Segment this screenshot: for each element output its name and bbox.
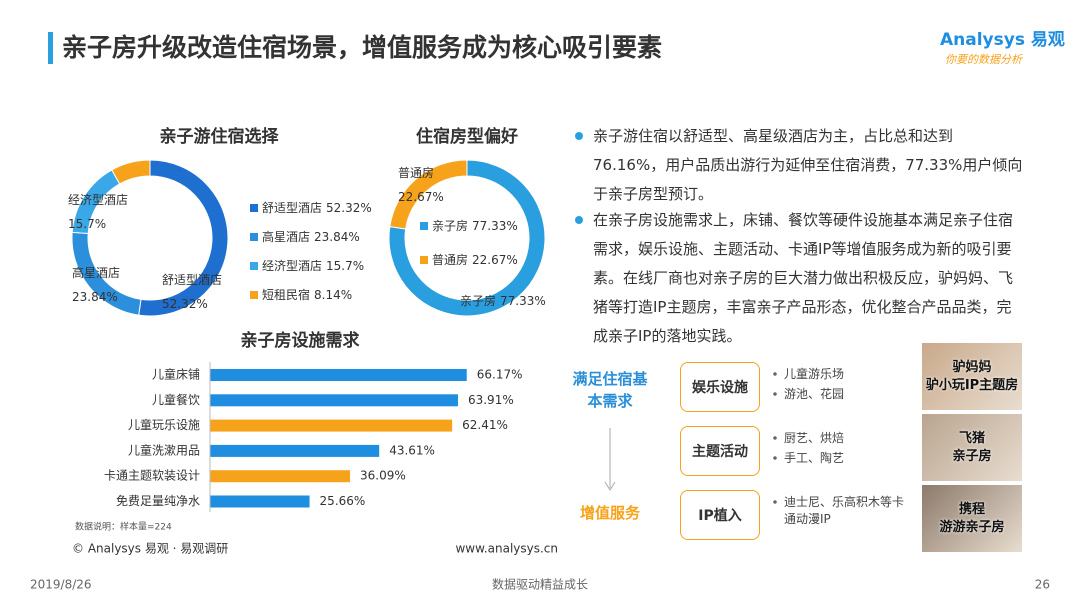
donut-slice <box>389 159 468 230</box>
title-accent <box>48 32 53 64</box>
diagram-item: 迪士尼、乐高积木等卡通动漫IP <box>772 494 904 528</box>
diagram-item: 手工、陶艺 <box>772 450 904 467</box>
diagram-item: 厨艺、烘焙 <box>772 430 904 447</box>
value-label: 43.61% <box>389 443 435 457</box>
y-tick-label: 儿童玩乐设施 <box>128 417 200 432</box>
y-tick-label: 儿童餐饮 <box>152 392 200 407</box>
legend-label: 经济型酒店 <box>262 258 322 273</box>
footer-date: 2019/8/26 <box>30 578 92 592</box>
label-value: 15.7% <box>68 217 106 231</box>
legend-label: 短租民宿 <box>262 287 310 302</box>
bullet: 亲子游住宿以舒适型、高星级酒店为主，占比总和达到76.16%，用户品质出游行为延… <box>575 122 1023 209</box>
legend-entry: 高星酒店 23.84% <box>262 229 360 244</box>
legend-entry: 舒适型酒店 52.32% <box>262 201 372 215</box>
photo-card: 携程 游游亲子房 <box>922 485 1022 552</box>
diagram-label: 满足住宿基本需求 <box>572 370 648 410</box>
photo-card: 飞猪 亲子房 <box>922 414 1022 481</box>
legend-label: 高星酒店 <box>262 229 310 244</box>
legend-label: 亲子房 <box>432 218 468 233</box>
legend-entry: 亲子房 77.33% <box>432 218 518 233</box>
legend-entry: 短租民宿 8.14% <box>262 287 352 302</box>
legend-entry: 普通房 22.67% <box>432 252 518 267</box>
diagram-item: 儿童游乐场 <box>772 366 904 383</box>
slide-title: 亲子房升级改造住宿场景，增值服务成为核心吸引要素 <box>62 33 662 62</box>
donut-label: 亲子房 77.33% <box>460 293 546 308</box>
card-caption: 游游亲子房 <box>939 519 1005 535</box>
diagram-box: IP植入 <box>680 490 760 540</box>
card-brand: 驴妈妈 <box>952 359 992 375</box>
diagram-label: 增值服务 <box>579 504 640 522</box>
legend-value: 77.33% <box>472 219 518 233</box>
label-value: 52.32% <box>162 297 208 311</box>
legend-value: 8.14% <box>314 288 352 302</box>
y-tick-label: 儿童洗漱用品 <box>128 442 200 457</box>
url: www.analysys.cn <box>455 542 558 556</box>
label-category: 普通房 <box>398 165 434 180</box>
legend-value: 22.67% <box>472 253 518 267</box>
chart-title: 亲子游住宿选择 <box>160 126 280 147</box>
source: © Analysys 易观 · 易观调研 <box>72 542 228 556</box>
page-number: 26 <box>1035 578 1050 592</box>
legend-swatch <box>250 233 258 241</box>
legend-swatch <box>420 256 428 264</box>
legend-swatch <box>250 291 258 299</box>
y-tick-label: 卡通主题软装设计 <box>104 469 200 483</box>
diagram-box: 主题活动 <box>680 426 760 476</box>
sample-note: 数据说明：样本量=224 <box>75 521 172 533</box>
card-caption: 亲子房 <box>952 448 992 464</box>
logo-slogan: 你要的数据分析 <box>945 53 1024 66</box>
donut-slice <box>111 159 151 185</box>
chart-title: 住宿房型偏好 <box>416 126 518 147</box>
chart-title: 亲子房设施需求 <box>241 330 360 351</box>
bar <box>210 470 351 483</box>
logo: Analysys 易观 <box>940 30 1065 50</box>
donut-label: 高星酒店 23.84% <box>72 265 120 304</box>
card-caption: 驴小玩IP主题房 <box>925 377 1019 393</box>
legend-value: 15.7% <box>326 259 364 273</box>
bar <box>210 419 453 432</box>
label-category: 经济型酒店 <box>68 192 128 207</box>
legend-value: 23.84% <box>314 230 360 244</box>
label-category: 高星酒店 <box>72 265 120 280</box>
y-tick-label: 儿童床铺 <box>152 367 200 382</box>
bar <box>210 369 467 381</box>
card-brand: 飞猪 <box>958 430 985 446</box>
value-label: 36.09% <box>360 469 406 483</box>
legend-swatch <box>250 262 258 270</box>
value-label: 66.17% <box>477 368 523 382</box>
value-label: 63.91% <box>468 393 514 407</box>
donut-label: 普通房 22.67% <box>398 165 444 204</box>
footer-slogan: 数据驱动精益成长 <box>492 577 588 592</box>
photo-card: 驴妈妈驴小玩IP主题房 <box>922 343 1022 410</box>
value-label: 62.41% <box>462 418 508 432</box>
label-value: 22.67% <box>398 190 444 204</box>
legend-swatch <box>250 204 258 212</box>
bar <box>210 444 380 457</box>
legend-label: 舒适型酒店 <box>262 201 322 215</box>
bar <box>210 394 458 407</box>
flow-arrow-head <box>604 481 616 491</box>
label-category: 舒适型酒店 <box>162 273 222 287</box>
donut-label: 经济型酒店 15.7% <box>68 192 128 231</box>
legend-swatch <box>420 222 428 230</box>
legend-value: 52.32% <box>326 201 372 215</box>
legend-label: 普通房 <box>432 252 468 267</box>
diagram-item: 游池、花园 <box>772 386 904 403</box>
bullet: 在亲子房设施需求上，床铺、餐饮等硬件设施基本满足亲子住宿需求，娱乐设施、主题活动… <box>575 206 1023 351</box>
diagram-box: 娱乐设施 <box>680 362 760 412</box>
label-value: 77.33% <box>500 294 546 308</box>
donut-label: 舒适型酒店 52.32% <box>162 273 222 311</box>
donut-slice <box>388 159 546 317</box>
label-value: 23.84% <box>72 290 118 304</box>
legend-entry: 经济型酒店 15.7% <box>262 258 364 273</box>
label-category: 亲子房 <box>460 293 496 308</box>
y-tick-label: 免费足量纯净水 <box>116 493 200 508</box>
donut-slice <box>138 159 229 317</box>
card-brand: 携程 <box>958 501 985 517</box>
value-label: 25.66% <box>320 494 366 508</box>
bar <box>210 495 310 508</box>
